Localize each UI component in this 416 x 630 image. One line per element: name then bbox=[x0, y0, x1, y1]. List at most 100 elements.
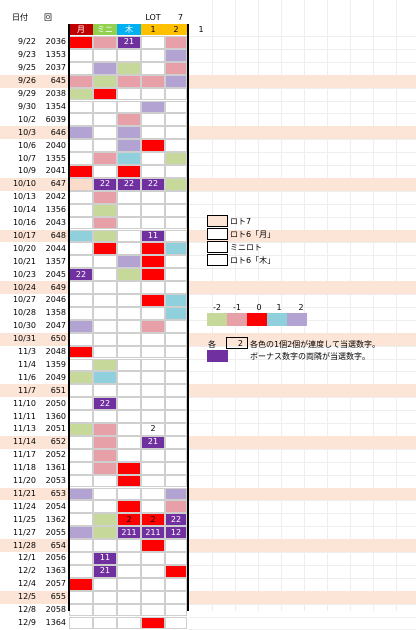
row-date: 12/9 bbox=[0, 617, 40, 630]
scale-label-m2: -2 bbox=[207, 303, 227, 312]
row-date: 11/20 bbox=[0, 475, 40, 488]
grid-cell bbox=[165, 113, 187, 126]
grid-cell bbox=[93, 462, 117, 475]
grid-cell bbox=[141, 410, 165, 423]
grid-cell bbox=[165, 320, 187, 333]
grid-cell bbox=[117, 410, 141, 423]
grid-cell bbox=[93, 500, 117, 513]
row-date: 11/6 bbox=[0, 371, 40, 384]
grid-cell bbox=[141, 462, 165, 475]
grid-cell bbox=[117, 165, 141, 178]
grid-cell bbox=[117, 604, 141, 617]
grid-cell bbox=[69, 346, 93, 359]
grid-cell bbox=[117, 359, 141, 372]
row-date: 9/22 bbox=[0, 36, 40, 49]
note-line2: ボーナス数字の両隣が当選数字。 bbox=[250, 351, 370, 362]
note-value-box: 2 bbox=[226, 337, 248, 349]
grid-cell bbox=[117, 62, 141, 75]
grid-cell bbox=[69, 552, 93, 565]
grid-cell bbox=[117, 565, 141, 578]
grid-cell bbox=[93, 333, 117, 346]
grid-cell bbox=[93, 101, 117, 114]
grid-cell bbox=[69, 359, 93, 372]
row-date: 11/7 bbox=[0, 384, 40, 397]
grid-cell bbox=[117, 423, 141, 436]
row-date: 11/14 bbox=[0, 436, 40, 449]
grid-cell bbox=[141, 371, 165, 384]
row-round: 2051 bbox=[38, 423, 68, 436]
grid-cell: 22 bbox=[93, 178, 117, 191]
row-date: 11/18 bbox=[0, 462, 40, 475]
grid-line bbox=[189, 475, 416, 476]
grid-line bbox=[189, 268, 416, 269]
grid-cell bbox=[117, 462, 141, 475]
grid-line bbox=[189, 526, 416, 527]
grid-cell bbox=[69, 230, 93, 243]
grid-cell bbox=[93, 488, 117, 501]
grid-cell bbox=[69, 101, 93, 114]
grid-cell bbox=[141, 591, 165, 604]
row-date: 12/2 bbox=[0, 565, 40, 578]
grid-cell bbox=[141, 475, 165, 488]
grid-cell: 2 bbox=[141, 513, 165, 526]
legend-swatch-loto6-thu bbox=[207, 254, 228, 266]
grid-cell bbox=[93, 230, 117, 243]
grid-cell: 211 bbox=[117, 526, 141, 539]
grid-cell bbox=[165, 152, 187, 165]
grid-cell bbox=[165, 423, 187, 436]
row-round: 2040 bbox=[38, 139, 68, 152]
grid-line bbox=[189, 165, 416, 166]
grid-line bbox=[189, 101, 416, 102]
header-col-mon: 月 bbox=[69, 24, 93, 35]
grid-cell bbox=[117, 268, 141, 281]
grid-cell bbox=[141, 294, 165, 307]
grid-cell bbox=[117, 591, 141, 604]
grid-cell bbox=[141, 617, 165, 630]
legend-label-loto7: ロト7 bbox=[230, 216, 251, 227]
grid-cell bbox=[69, 307, 93, 320]
grid-cell bbox=[69, 397, 93, 410]
grid-cell bbox=[93, 49, 117, 62]
grid-cell: 22 bbox=[93, 397, 117, 410]
grid-cell bbox=[69, 62, 93, 75]
grid-cell bbox=[117, 126, 141, 139]
grid-cell bbox=[165, 230, 187, 243]
row-round: 2042 bbox=[38, 191, 68, 204]
grid-cell bbox=[69, 75, 93, 88]
grid-cell bbox=[117, 230, 141, 243]
row-round: 651 bbox=[38, 384, 68, 397]
grid-cell bbox=[117, 294, 141, 307]
grid-cell bbox=[69, 578, 93, 591]
grid-cell bbox=[93, 591, 117, 604]
grid-col-line bbox=[327, 0, 328, 611]
grid-cell bbox=[141, 307, 165, 320]
grid-cell bbox=[93, 384, 117, 397]
row-date: 11/3 bbox=[0, 346, 40, 359]
row-date: 11/17 bbox=[0, 449, 40, 462]
grid-cell bbox=[117, 307, 141, 320]
grid-cell bbox=[69, 255, 93, 268]
grid-cell bbox=[141, 113, 165, 126]
row-round: 2055 bbox=[38, 526, 68, 539]
header-col-lot: LOT bbox=[141, 12, 165, 24]
grid-cell bbox=[69, 88, 93, 101]
grid-cell bbox=[69, 500, 93, 513]
row-round: 1364 bbox=[38, 617, 68, 630]
grid-cell bbox=[117, 475, 141, 488]
grid-cell bbox=[93, 539, 117, 552]
grid-cell bbox=[69, 178, 93, 191]
grid-cell bbox=[117, 49, 141, 62]
grid-col-line bbox=[350, 0, 351, 611]
grid-cell: 11 bbox=[93, 552, 117, 565]
grid-cell bbox=[141, 139, 165, 152]
grid-cell bbox=[69, 281, 93, 294]
grid-cell bbox=[69, 49, 93, 62]
grid-cell bbox=[165, 126, 187, 139]
grid-cell bbox=[141, 268, 165, 281]
grid-cell bbox=[165, 552, 187, 565]
grid-line bbox=[189, 500, 416, 501]
grid-line bbox=[189, 449, 416, 450]
grid-cell bbox=[117, 552, 141, 565]
grid-cell bbox=[93, 320, 117, 333]
grid-cell bbox=[141, 126, 165, 139]
